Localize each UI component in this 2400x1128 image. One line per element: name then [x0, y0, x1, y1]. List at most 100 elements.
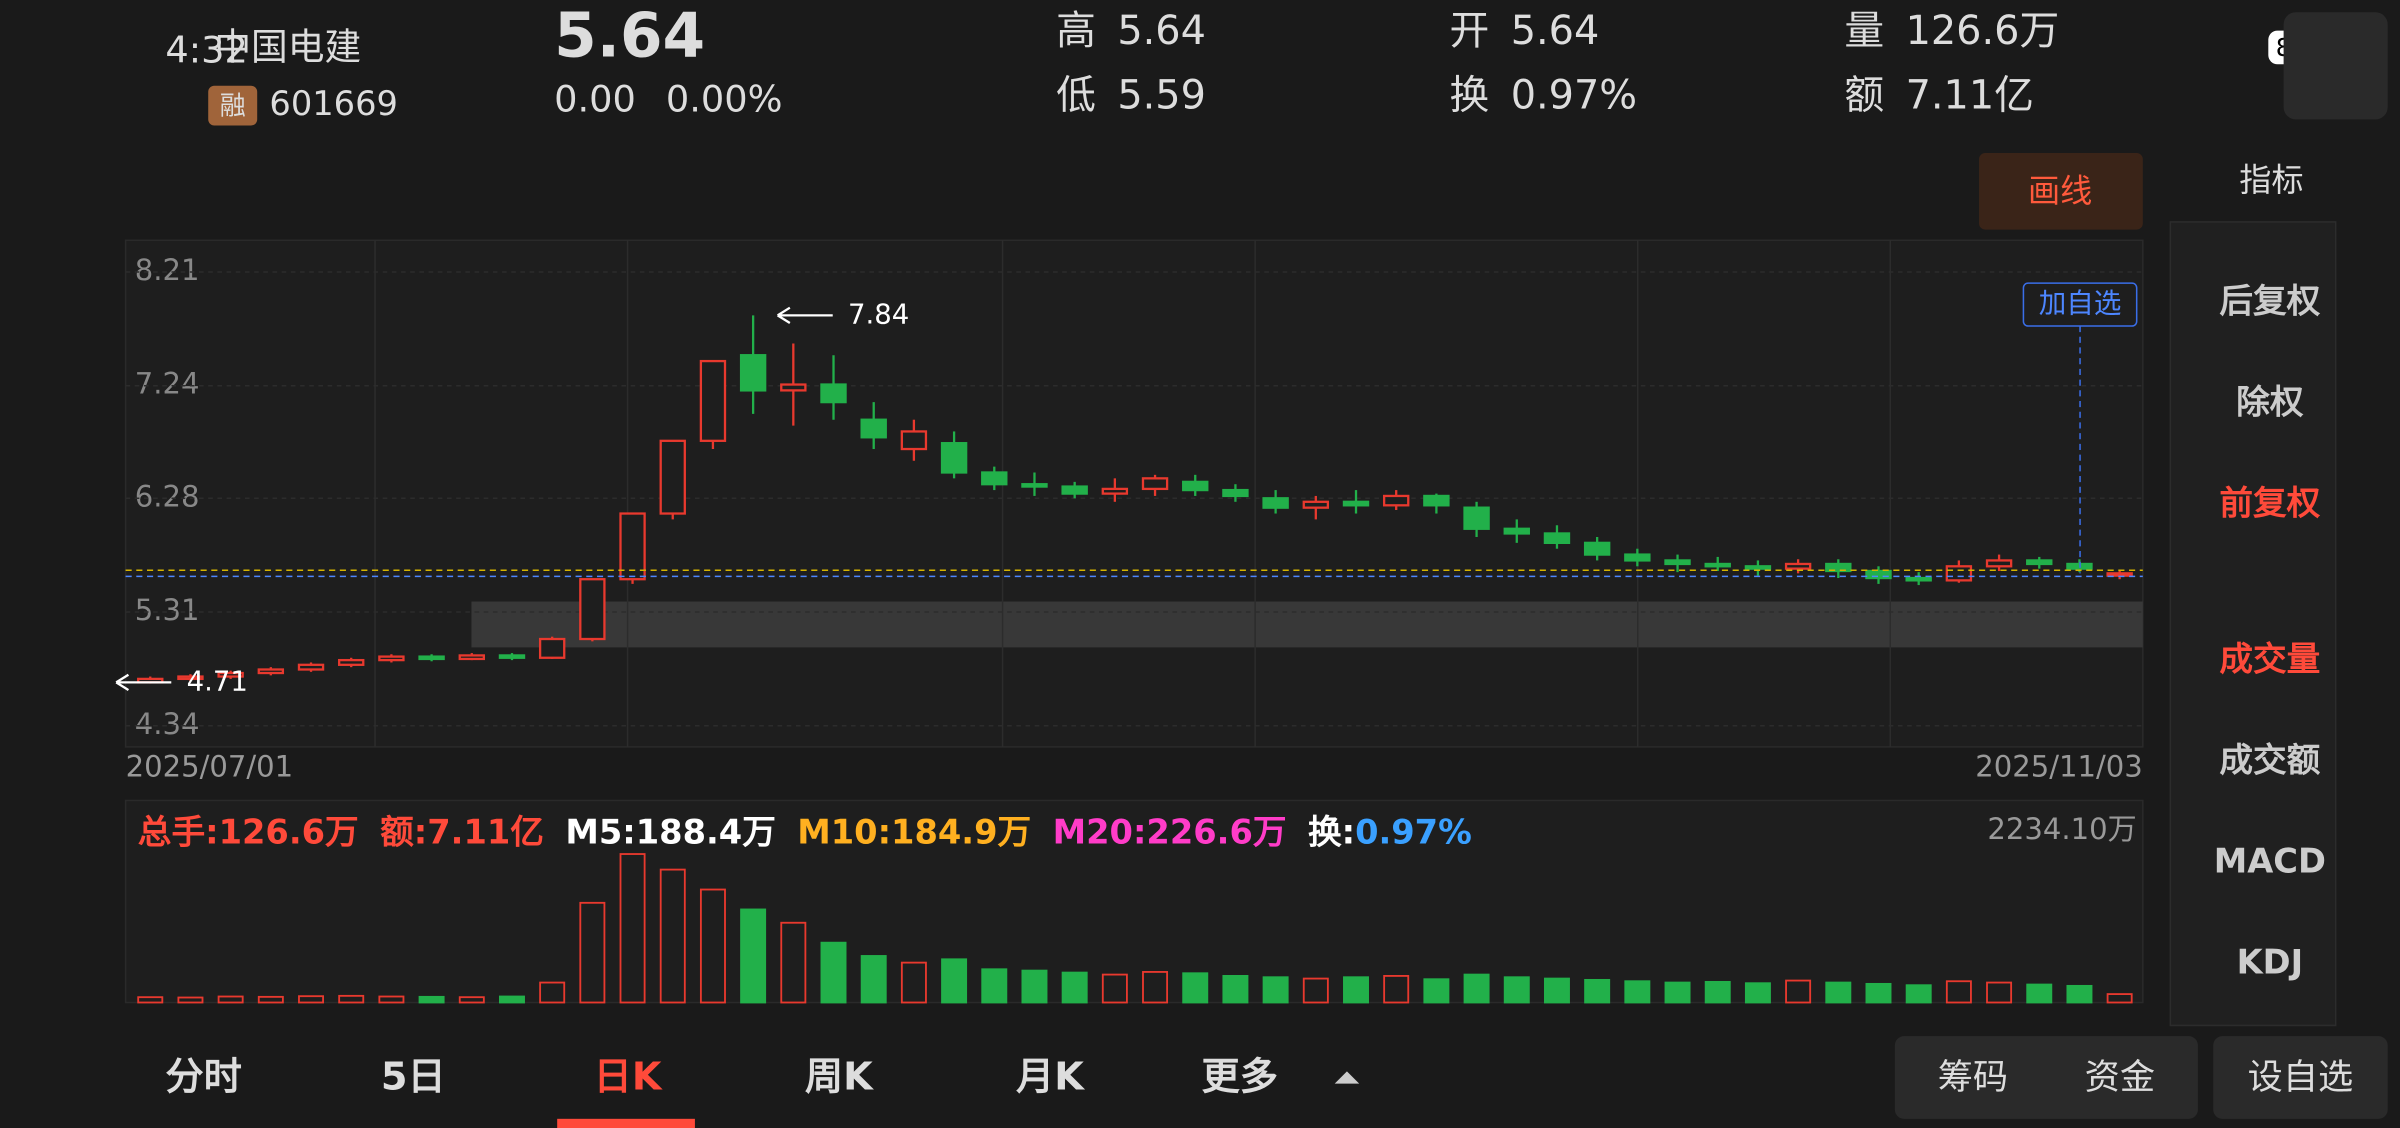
vol-label: 量	[1844, 8, 1884, 54]
volume-bar	[1785, 979, 1812, 1004]
volume-bar	[1543, 977, 1570, 1004]
volume-bar	[378, 995, 405, 1004]
volume-bar	[499, 995, 525, 1004]
volume-bar	[1704, 980, 1731, 1004]
volume-bar	[539, 981, 566, 1004]
candle-body	[659, 439, 686, 515]
volume-bar	[740, 908, 767, 1004]
candle-body	[1784, 562, 1812, 570]
volume-bar	[1142, 971, 1169, 1004]
side-option[interactable]: 前复权	[2219, 484, 2320, 523]
volume-bar	[1503, 976, 1530, 1004]
watch-button-bg	[2213, 1036, 2388, 1119]
high: 5.64	[1117, 8, 1206, 54]
volume-bar	[298, 995, 324, 1004]
candle-body	[900, 430, 928, 451]
volume-legend: 总手:126.6万	[138, 813, 359, 852]
volume-bar	[338, 994, 365, 1004]
low-note: 4.71	[187, 665, 248, 697]
candle-body	[1342, 500, 1370, 507]
candle-body	[1543, 532, 1571, 544]
candle-body	[1021, 483, 1048, 488]
tab[interactable]: 月K	[1016, 1055, 1085, 1100]
volume-bar	[900, 961, 927, 1004]
volume-bar	[1343, 976, 1369, 1004]
clock: 4:32	[165, 29, 247, 72]
side-option[interactable]: KDJ	[2237, 943, 2304, 982]
volume-bar	[1262, 976, 1289, 1004]
more-arrow	[1334, 1071, 1360, 1084]
fullscreen-button[interactable]	[2283, 12, 2388, 120]
indicators-label[interactable]: 指标	[2239, 161, 2303, 199]
volume-bar	[177, 996, 204, 1004]
candle-body	[1985, 559, 2013, 568]
volume-bar	[1905, 984, 1932, 1004]
high-arrow	[777, 306, 833, 324]
side-option[interactable]: 后复权	[2219, 282, 2320, 321]
tab[interactable]: 周K	[805, 1055, 874, 1100]
volume-bar	[941, 958, 968, 1004]
side-option[interactable]: 成交量	[2219, 640, 2320, 679]
candle-body	[2106, 572, 2133, 577]
draw-label: 画线	[2028, 172, 2092, 210]
candle-body	[458, 654, 485, 661]
candle-body	[1744, 565, 1772, 570]
candle-body	[177, 675, 204, 681]
amt: 7.11亿	[1906, 72, 2034, 118]
volume-legend: M10:184.9万	[797, 813, 1031, 852]
candle-body	[1865, 569, 1892, 580]
candle-body	[739, 354, 767, 392]
turnover-label: 换	[1449, 72, 1489, 118]
volume-bar	[1222, 974, 1249, 1004]
candle-body	[1382, 494, 1410, 507]
date-end: 2025/11/03	[1975, 749, 2143, 783]
volume-bar	[137, 996, 164, 1004]
volume-bar	[1865, 982, 1892, 1004]
tab[interactable]: 分时	[165, 1055, 242, 1100]
side-option[interactable]: MACD	[2214, 842, 2326, 881]
candle-body	[1825, 562, 1852, 573]
low-label: 低	[1056, 72, 1096, 118]
open: 5.64	[1511, 8, 1600, 54]
volume-legend: 0.97%	[1355, 813, 1472, 852]
candle-body	[378, 655, 405, 662]
candle-body	[579, 578, 606, 641]
tag-bg	[208, 85, 258, 126]
volume-bar	[1986, 981, 2013, 1004]
candle-body	[2026, 559, 2053, 566]
candle-body	[297, 663, 325, 671]
side-panel	[2169, 221, 2337, 1027]
bottom-button[interactable]: 设自选	[2248, 1057, 2354, 1098]
tab[interactable]: 日K	[594, 1055, 663, 1100]
price: 5.64	[554, 0, 705, 71]
volume-bar	[579, 901, 606, 1004]
volume-bar	[1061, 971, 1088, 1004]
volume-bar	[1101, 973, 1128, 1004]
price-panel	[124, 239, 2144, 748]
volume-bar	[1624, 980, 1651, 1004]
candle-body	[538, 637, 566, 659]
volume-bar	[1945, 980, 1972, 1004]
side-option[interactable]: 除权	[2236, 383, 2304, 422]
y-tick-label: 7.24	[135, 367, 200, 401]
draw-button[interactable]	[1979, 153, 2143, 230]
bottom-button[interactable]: 筹码	[1938, 1057, 2008, 1098]
candle-body	[1664, 559, 1691, 566]
candle-body	[1463, 506, 1490, 530]
candle-body	[418, 655, 445, 661]
volume-bar	[860, 955, 887, 1004]
change: 0.00	[554, 78, 636, 121]
volume-bar	[1463, 973, 1490, 1004]
y-tick-label: 8.21	[135, 253, 200, 287]
volume-bar	[217, 995, 244, 1004]
side-option[interactable]: 成交额	[2219, 741, 2320, 780]
candle-body	[1101, 487, 1129, 495]
tab[interactable]: 更多	[1202, 1055, 1279, 1100]
candle-body	[1141, 477, 1169, 491]
y-tick-label: 4.34	[135, 707, 200, 741]
bottom-button[interactable]: 资金	[2085, 1057, 2155, 1098]
volume-legend: M5:188.4万	[565, 813, 775, 852]
tab[interactable]: 5日	[381, 1055, 446, 1100]
volume-bar	[1423, 978, 1450, 1004]
